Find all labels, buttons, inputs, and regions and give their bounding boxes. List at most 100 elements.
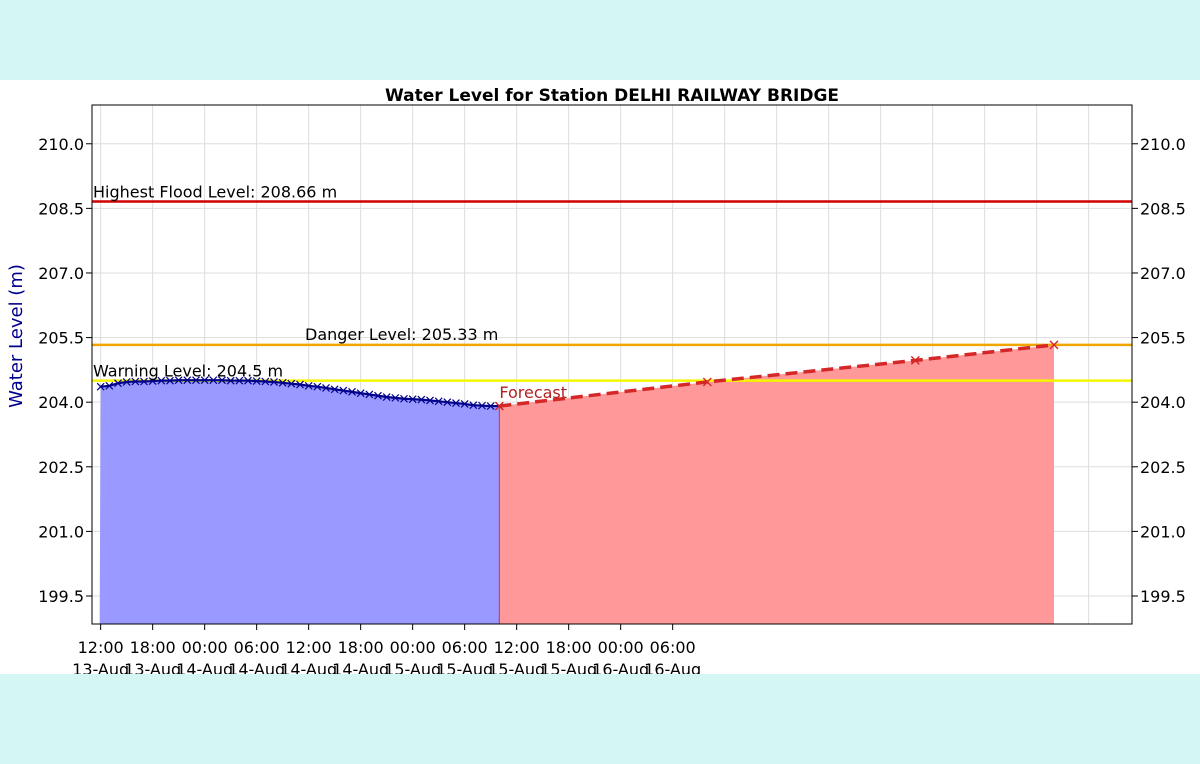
observed-point	[235, 376, 244, 385]
x-tick-label-time: 12:00	[494, 638, 540, 657]
x-tick-label-date: 14-Aug	[280, 660, 337, 674]
observed-marker-stroke	[192, 376, 200, 385]
y-tick-label-left: 210.0	[38, 135, 84, 154]
y-tick-label-left: 205.5	[38, 329, 84, 348]
observed-point	[356, 389, 365, 398]
forecast-label: Forecast	[499, 383, 567, 402]
observed-marker-stroke	[235, 376, 244, 385]
observed-area	[99, 380, 500, 624]
y-tick-label-right: 199.5	[1140, 587, 1186, 606]
observed-point	[339, 386, 348, 395]
annotation-labels: Highest Flood Level: 208.66 m Danger Leve…	[93, 182, 567, 402]
observed-marker-stroke	[270, 378, 278, 386]
forecast-point	[1049, 340, 1059, 350]
observed-point	[408, 395, 417, 404]
observed-marker-stroke	[252, 377, 261, 386]
observed-point	[296, 380, 304, 389]
x-tick-label-date: 14-Aug	[228, 660, 285, 674]
observed-point	[114, 379, 122, 388]
observed-point	[478, 401, 486, 410]
chart-panel: Water Level for Station DELHI RAILWAY BR…	[0, 80, 1200, 674]
x-tick-label-time: 06:00	[234, 638, 280, 657]
x-tick-label-time: 18:00	[130, 638, 176, 657]
observed-marker-stroke	[365, 390, 374, 399]
observed-marker-stroke	[417, 395, 426, 404]
plot-frame	[91, 104, 1133, 625]
observed-point	[469, 401, 478, 410]
observed-point	[157, 376, 166, 385]
y-tick-label-left: 204.0	[38, 393, 84, 412]
y-tick-label-left: 202.5	[38, 458, 84, 477]
observed-point	[261, 377, 270, 386]
forecast-marker-stroke	[1049, 340, 1059, 350]
x-tick-label-time: 12:00	[286, 638, 332, 657]
observed-marker-stroke	[105, 381, 114, 390]
observed-marker-stroke	[486, 402, 495, 410]
observed-point	[278, 378, 287, 387]
y-tick-label-left: 201.0	[38, 522, 84, 541]
observed-marker-stroke	[96, 382, 105, 391]
x-tick-label-date: 14-Aug	[176, 660, 233, 674]
x-tick-label-time: 00:00	[598, 638, 644, 657]
observed-marker-stroke	[469, 401, 478, 410]
observed-marker-stroke	[131, 377, 140, 386]
forecast-point	[494, 401, 504, 411]
y-tick-label-right: 210.0	[1140, 135, 1186, 154]
forecast-line	[499, 343, 1055, 408]
danger-level-label: Danger Level: 205.33 m	[305, 325, 498, 344]
observed-marker-stroke	[374, 391, 382, 400]
observed-point	[313, 382, 322, 391]
x-tick-label-time: 18:00	[338, 638, 384, 657]
y-tick-label-right: 204.0	[1140, 393, 1186, 412]
chart-title: Water Level for Station DELHI RAILWAY BR…	[385, 86, 839, 106]
observed-point	[218, 376, 226, 385]
observed-marker-stroke	[114, 379, 122, 388]
observed-point	[252, 377, 261, 386]
warning-level-label: Warning Level: 204.5 m	[93, 362, 283, 381]
forecast-point	[702, 377, 712, 387]
area-fills	[99, 344, 1054, 624]
observed-point	[183, 376, 192, 385]
observed-point	[226, 376, 235, 385]
observed-point	[105, 381, 114, 390]
forecast-area	[499, 344, 1054, 624]
x-tick-label-date: 15-Aug	[488, 660, 545, 674]
observed-point	[434, 397, 443, 406]
observed-point	[322, 384, 330, 392]
observed-point	[452, 399, 460, 407]
axis-ticks: 199.5 199.5 201.0 201.0 202.5 202.5 204.0 204.0…	[38, 135, 1186, 674]
y-tick-label-left: 207.0	[38, 264, 84, 283]
observed-point	[426, 396, 434, 405]
observed-point	[200, 376, 209, 385]
observed-marker-stroke	[452, 399, 460, 407]
observed-marker-stroke	[443, 398, 452, 407]
y-tick-label-right: 201.0	[1140, 522, 1186, 541]
observed-point	[374, 391, 382, 400]
observed-marker-stroke	[400, 394, 408, 403]
observed-marker-stroke	[391, 393, 400, 402]
x-tick-label-time: 12:00	[78, 638, 124, 657]
observed-marker-stroke	[174, 376, 183, 385]
observed-marker-stroke	[183, 376, 192, 385]
observed-point	[209, 376, 218, 385]
observed-point	[270, 378, 278, 386]
observed-point	[330, 385, 339, 394]
observed-marker-stroke	[148, 377, 157, 386]
x-tick-label-date: 16-Aug	[592, 660, 649, 674]
observed-point	[304, 381, 313, 390]
x-tick-label-date: 14-Aug	[332, 660, 389, 674]
observed-marker-stroke	[226, 376, 235, 385]
y-tick-label-left: 199.5	[38, 587, 84, 606]
data-series	[96, 340, 1059, 411]
observed-marker-stroke	[339, 386, 348, 395]
observed-marker-stroke	[434, 397, 443, 406]
observed-marker-stroke	[382, 393, 391, 401]
y-axis-label: Water Level (m)	[6, 264, 27, 408]
observed-marker-stroke	[287, 379, 296, 388]
x-tick-label-time: 00:00	[390, 638, 436, 657]
observed-point	[140, 377, 148, 386]
observed-point	[166, 376, 174, 385]
observed-point	[443, 398, 452, 407]
x-tick-label-time: 06:00	[650, 638, 696, 657]
water-level-chart: Water Level for Station DELHI RAILWAY BR…	[6, 86, 1186, 674]
